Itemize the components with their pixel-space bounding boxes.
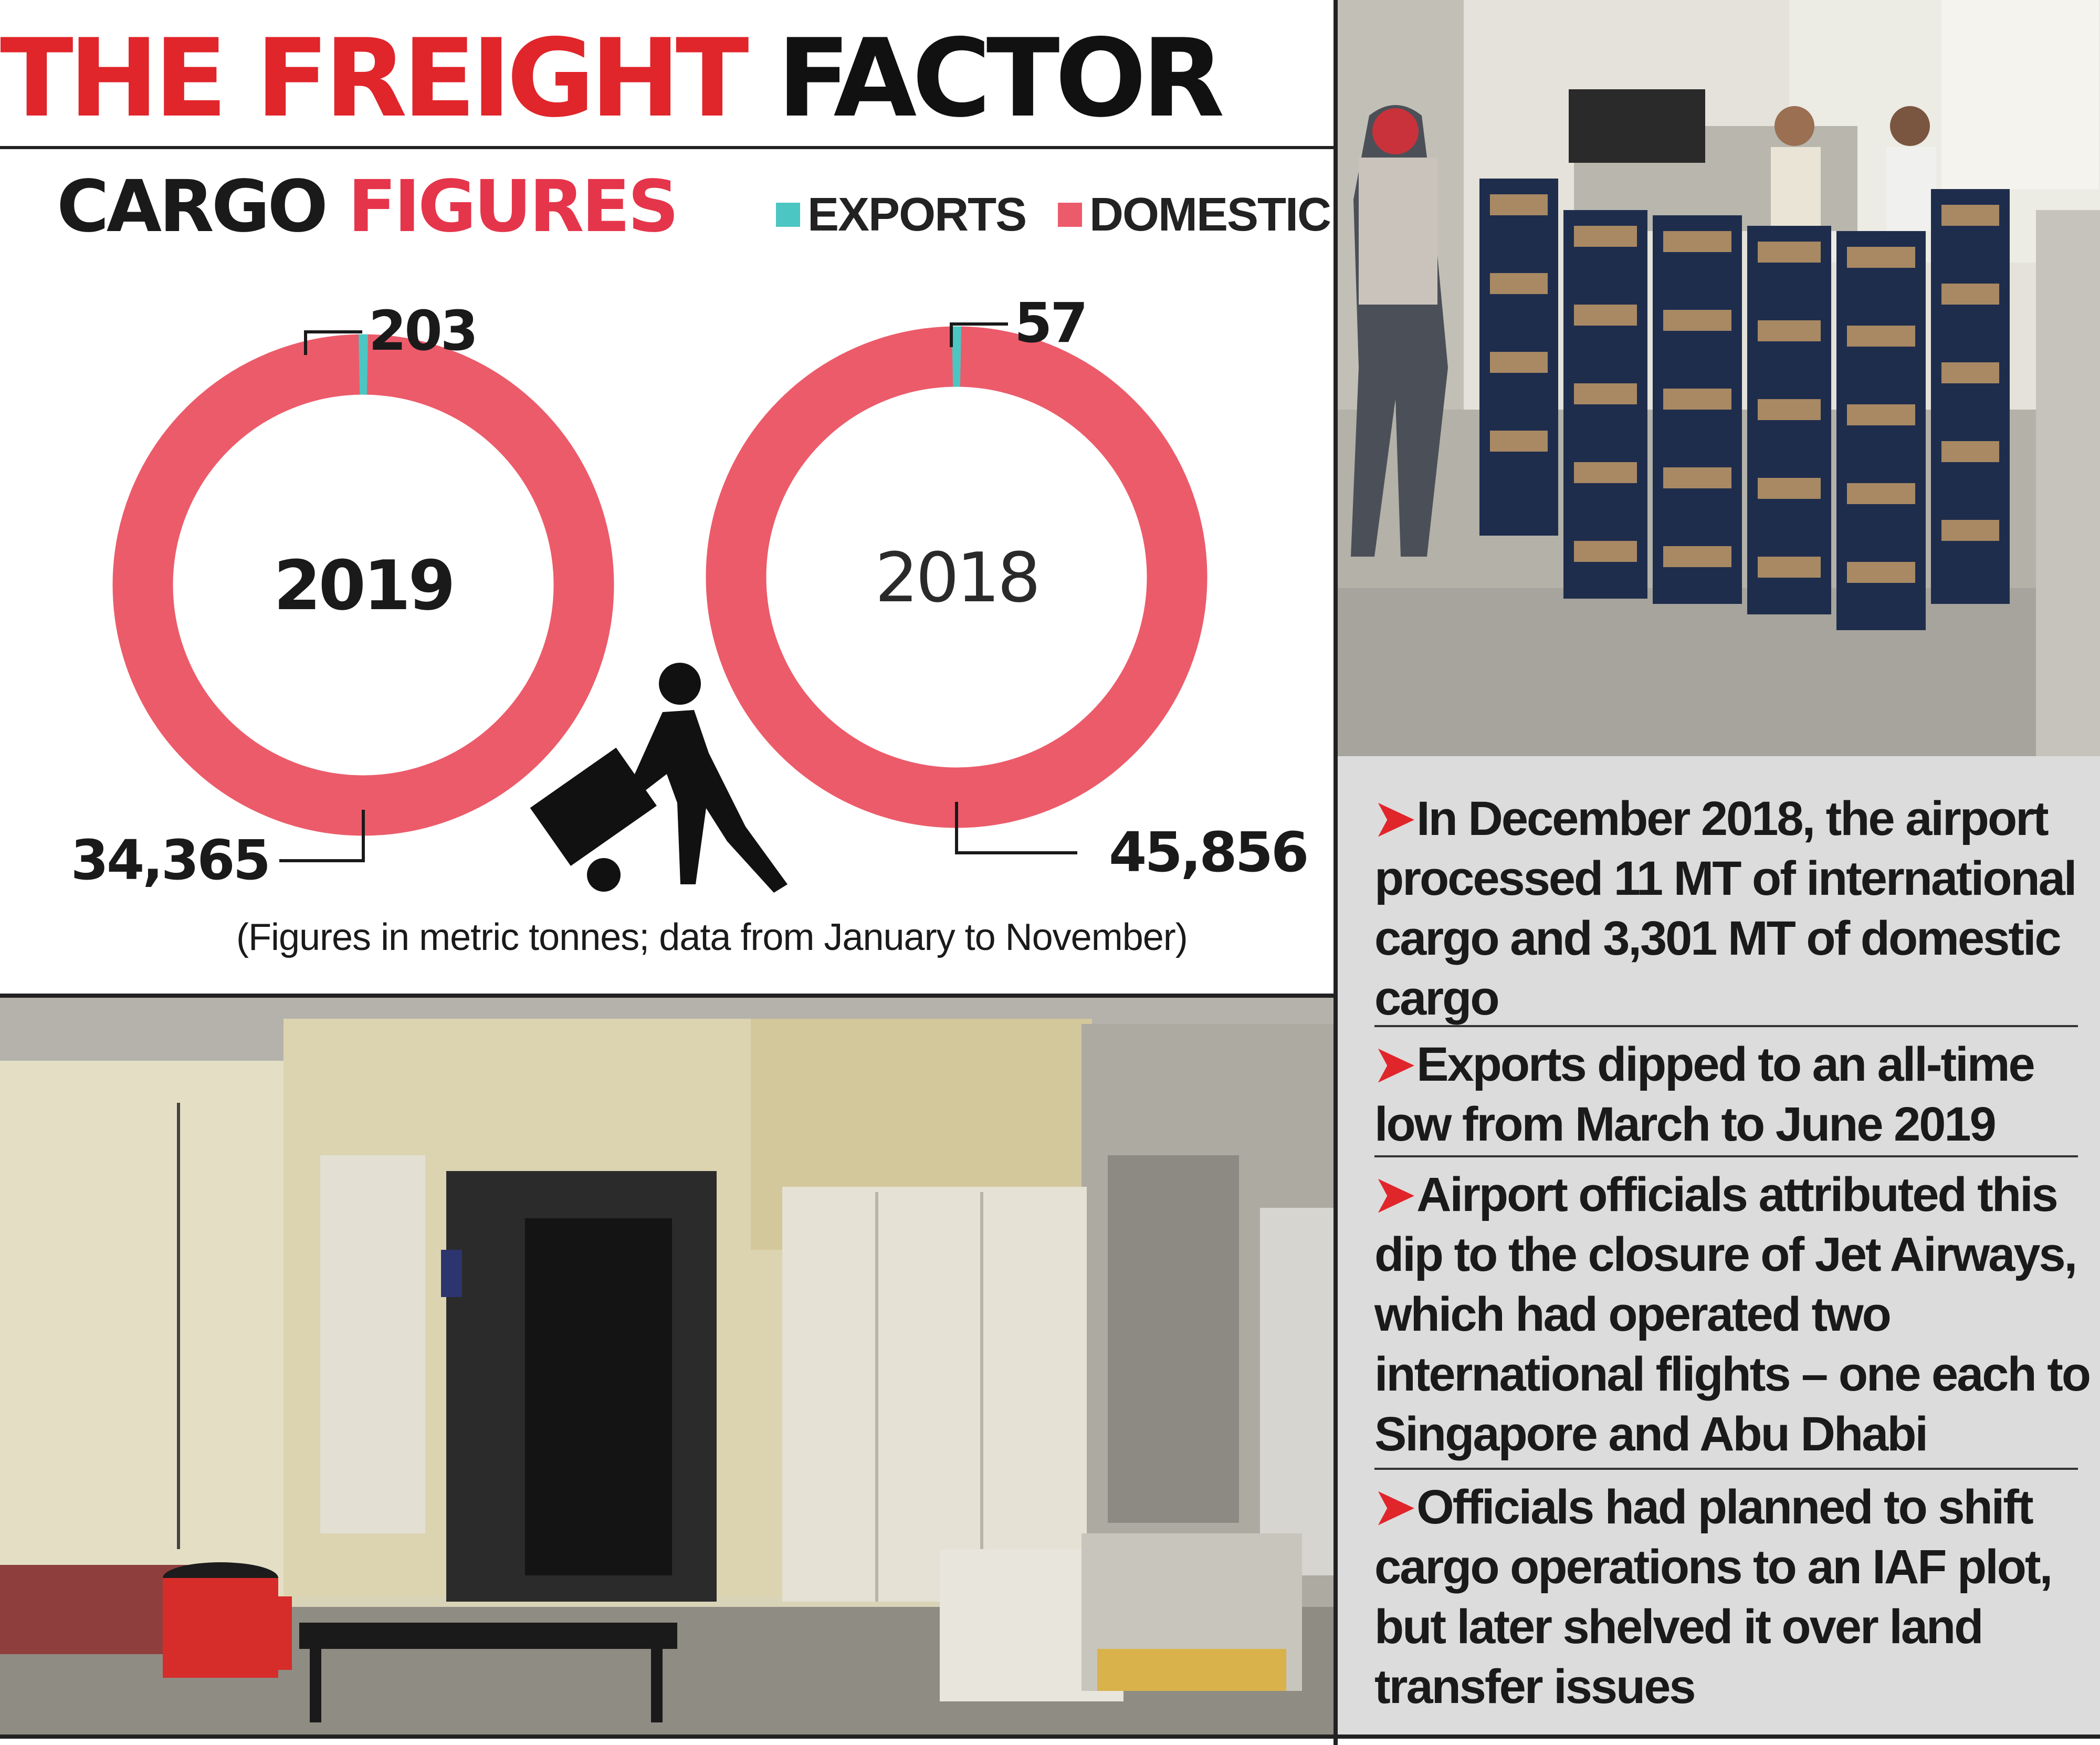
fact-item: ➤Exports dipped to an all-time low from … — [1374, 1035, 2094, 1154]
headline-part-black: FACTOR — [777, 16, 1225, 141]
donut-year-label-2018: 2018 — [875, 538, 1038, 618]
arrow-bullet-icon: ➤ — [1374, 792, 1415, 845]
arrow-bullet-icon: ➤ — [1374, 1480, 1415, 1534]
chart-footnote: (Figures in metric tonnes; data from Jan… — [236, 916, 1188, 958]
fact-divider — [1374, 1468, 2078, 1470]
domestic-value-label-2018: 45,856 — [1109, 820, 1307, 884]
fact-item: ➤Officials had planned to shift cargo op… — [1374, 1477, 2094, 1717]
fact-divider — [1374, 1025, 2078, 1027]
arrow-bullet-icon: ➤ — [1374, 1168, 1415, 1221]
fact-text: In December 2018, the airport processed … — [1374, 792, 2077, 1025]
domestic-leader-line-2019 — [279, 810, 365, 862]
headline: THE FREIGHT FACTOR — [0, 16, 1225, 142]
domestic-value-label-2019: 34,365 — [71, 828, 269, 892]
legend-swatch-exports — [776, 203, 800, 227]
vertical-divider — [1334, 0, 1338, 1745]
donut-charts: 2019 203 34,365 2018 57 45,856 — [71, 291, 1309, 893]
facts-panel: ➤In December 2018, the airport processed… — [1338, 756, 2100, 1734]
legend-item-exports: EXPORTS — [776, 186, 1027, 244]
donut-chart-2018: 2018 57 45,856 — [706, 291, 1309, 884]
donut-year-label-2019: 2019 — [274, 546, 453, 625]
arrow-bullet-icon: ➤ — [1374, 1038, 1415, 1091]
exports-value-label-2018: 57 — [1014, 291, 1086, 355]
fact-divider — [1374, 1155, 2078, 1157]
bottom-divider — [0, 1734, 2100, 1739]
fact-text: Officials had planned to shift cargo ope… — [1374, 1480, 2053, 1713]
fact-text: Exports dipped to an all-time low from M… — [1374, 1038, 2035, 1151]
stacked-cargo-boxes-image — [1338, 0, 2100, 756]
exports-leader-line-2019 — [304, 330, 362, 355]
headline-part-red: THE FREIGHT — [0, 16, 749, 141]
chart-title-part-black: CARGO — [57, 165, 328, 248]
chart-title: CARGO FIGURES — [57, 165, 679, 248]
empty-cargo-room-image — [0, 998, 1334, 1734]
domestic-leader-line-2018 — [955, 802, 1077, 854]
porter-with-hand-truck-icon — [530, 663, 788, 893]
photo-empty-cargo-room — [0, 998, 1334, 1734]
top-divider — [0, 146, 1334, 149]
exports-value-label-2019: 203 — [369, 299, 476, 363]
exports-leader-line-2018 — [950, 322, 1008, 347]
legend-label-domestic: DOMESTIC — [1089, 188, 1331, 241]
legend-swatch-domestic — [1058, 203, 1082, 227]
donut-chart-2019: 2019 203 34,365 — [71, 299, 614, 892]
fact-item: ➤Airport officials attributed this dip t… — [1374, 1165, 2094, 1464]
mid-divider — [0, 994, 1334, 998]
legend-item-domestic: DOMESTIC — [1058, 186, 1331, 244]
legend-label-exports: EXPORTS — [807, 188, 1027, 241]
fact-text: Airport officials attributed this dip to… — [1374, 1168, 2091, 1461]
photo-stacked-cargo-boxes — [1338, 0, 2100, 756]
chart-title-part-red: FIGURES — [348, 165, 679, 248]
fact-item: ➤In December 2018, the airport processed… — [1374, 789, 2094, 1028]
cargo-chart-panel: CARGO FIGURES EXPORTS DOMESTIC 2019 203 … — [0, 149, 1334, 1001]
